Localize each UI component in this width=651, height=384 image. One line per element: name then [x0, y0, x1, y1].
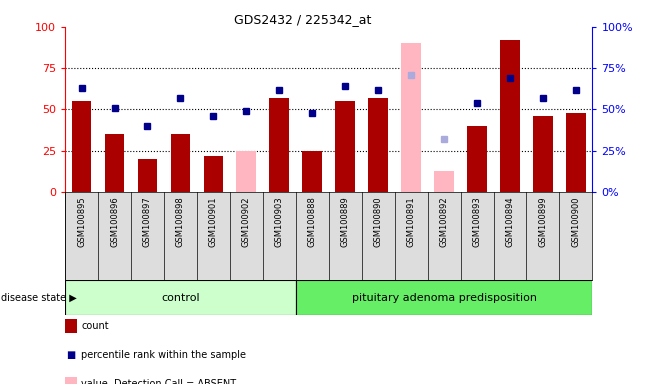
Text: control: control [161, 293, 200, 303]
Text: GSM100897: GSM100897 [143, 197, 152, 247]
Title: GDS2432 / 225342_at: GDS2432 / 225342_at [234, 13, 371, 26]
Bar [236, 151, 256, 192]
Text: GSM100903: GSM100903 [275, 197, 284, 247]
Text: GSM100894: GSM100894 [506, 197, 514, 247]
Bar [302, 151, 322, 192]
Bar [368, 98, 388, 192]
Text: GSM100889: GSM100889 [340, 197, 350, 247]
Text: GSM100895: GSM100895 [77, 197, 86, 247]
Bar [270, 98, 289, 192]
Text: percentile rank within the sample: percentile rank within the sample [81, 350, 246, 360]
Text: GSM100890: GSM100890 [374, 197, 383, 247]
Text: GSM100902: GSM100902 [242, 197, 251, 247]
Bar [467, 126, 487, 192]
Bar [72, 101, 91, 192]
Bar [500, 40, 520, 192]
Text: GSM100901: GSM100901 [209, 197, 218, 247]
Bar [434, 170, 454, 192]
Bar [533, 116, 553, 192]
Text: GSM100898: GSM100898 [176, 197, 185, 247]
Text: ■: ■ [66, 350, 76, 360]
Text: GSM100893: GSM100893 [473, 197, 482, 247]
Text: disease state ▶: disease state ▶ [1, 293, 77, 303]
Bar [204, 156, 223, 192]
Bar [137, 159, 158, 192]
Text: count: count [81, 321, 109, 331]
Text: GSM100891: GSM100891 [407, 197, 415, 247]
Text: GSM100888: GSM100888 [308, 197, 317, 247]
Bar [171, 134, 190, 192]
Text: value, Detection Call = ABSENT: value, Detection Call = ABSENT [81, 379, 236, 384]
Text: GSM100896: GSM100896 [110, 197, 119, 247]
Bar [296, 280, 592, 315]
Bar [335, 101, 355, 192]
Text: pituitary adenoma predisposition: pituitary adenoma predisposition [352, 293, 536, 303]
Bar [566, 113, 586, 192]
Text: GSM100899: GSM100899 [538, 197, 547, 247]
Bar [105, 134, 124, 192]
Text: GSM100892: GSM100892 [439, 197, 449, 247]
Bar [401, 43, 421, 192]
Text: GSM100900: GSM100900 [572, 197, 581, 247]
Bar [65, 280, 296, 315]
